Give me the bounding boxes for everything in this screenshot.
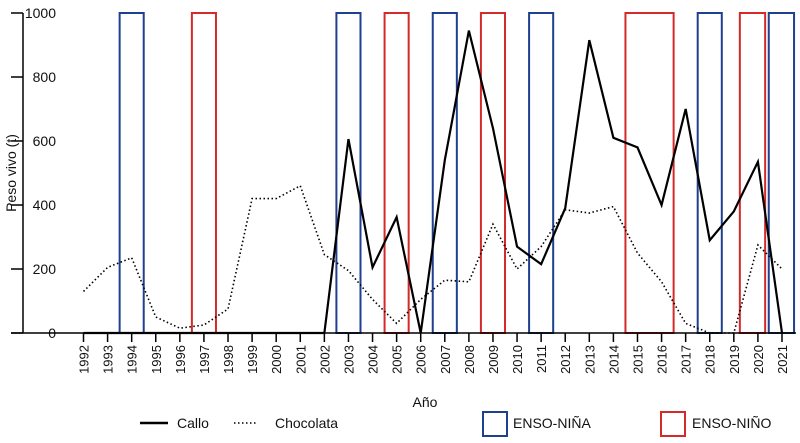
x-tick-label: 1993 [101,345,116,374]
y-tick-label: 800 [33,69,57,85]
y-axis-label: Peso vivo (t) [3,134,19,212]
y-tick-label: 600 [33,133,57,149]
y-tick-label: 1000 [25,5,56,21]
enso-nina-box [698,13,722,333]
x-tick-label: 2005 [390,345,405,374]
enso-nina-box [433,13,457,333]
x-tick-label: 2016 [655,345,670,374]
x-tick-label: 2003 [341,345,356,374]
legend-nino-label: ENSO-NIÑO [692,415,771,431]
x-tick-label: 2018 [703,345,718,374]
enso-boxes [120,13,794,333]
enso-nina-box [120,13,144,333]
x-tick-label: 2021 [775,345,790,374]
x-tick-label: 2012 [558,345,573,374]
x-tick-label: 1997 [197,345,212,374]
x-tick-label: 2020 [751,345,766,374]
x-tick-label: 1998 [221,345,236,374]
enso-nina-box [336,13,360,333]
x-tick-label: 2008 [462,345,477,374]
x-axis-label: Año [413,394,438,410]
x-tick-label: 2011 [534,345,549,373]
enso-nina-box [529,13,553,333]
x-tick-label: 2000 [269,345,284,374]
x-tick-label: 2002 [317,345,332,374]
legend-nina-swatch [483,412,507,436]
x-tick-label: 2015 [630,345,645,374]
x-tick-label: 2009 [486,345,501,374]
x-tick-label: 2013 [582,345,597,374]
x-tick-label: 2006 [414,345,429,374]
x-tick-label: 1992 [77,345,92,374]
x-tick-label: 1995 [149,345,164,374]
legend-callo-label: Callo [177,415,209,431]
x-tick-label: 2007 [438,345,453,374]
x-tick-label: 2019 [727,345,742,374]
legend-nino-swatch [661,412,685,436]
x-tick-label: 2010 [510,345,525,374]
x-tick-label: 2017 [679,345,694,374]
y-tick-label: 200 [33,261,57,277]
x-tick-label: 1994 [125,345,140,374]
x-tick-label: 2014 [606,345,621,374]
x-tick-label: 1996 [173,345,188,374]
enso-nino-box [625,13,673,333]
x-tick-label: 2001 [293,345,308,374]
x-tick-label: 2004 [366,345,381,374]
y-tick-label: 400 [33,197,57,213]
enso-nino-box [192,13,216,333]
enso-nino-box [385,13,409,333]
enso-nina-box [769,13,794,333]
legend: Callo Chocolata ENSO-NIÑA ENSO-NIÑO [140,412,771,436]
legend-chocolata-label: Chocolata [275,415,338,431]
legend-nina-label: ENSO-NIÑA [513,415,591,431]
x-tick-label: 1999 [245,345,260,374]
